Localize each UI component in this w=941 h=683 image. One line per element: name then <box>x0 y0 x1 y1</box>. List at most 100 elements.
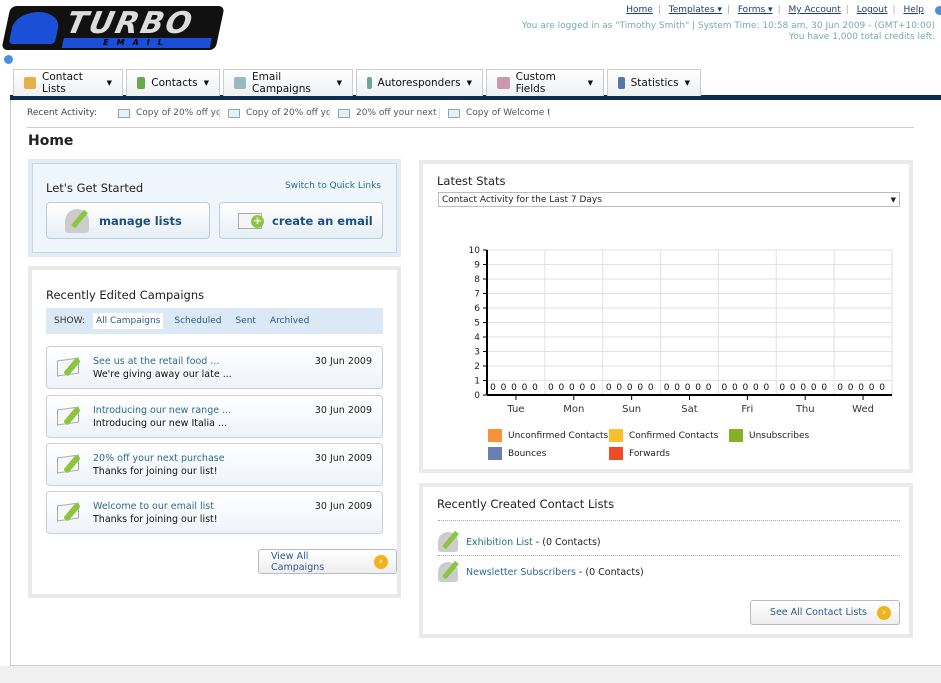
data-label: 0 <box>743 383 749 393</box>
contact-list-link[interactable]: Newsletter Subscribers <box>466 566 576 578</box>
data-label: 0 <box>790 383 796 393</box>
turbo-icon <box>8 12 62 44</box>
recent-activity-text: 20% off your next p <box>356 108 440 118</box>
contact-list-count: - (0 Contacts) <box>532 536 601 548</box>
create-email-button[interactable]: + create an email <box>219 202 383 239</box>
tab-email-campaigns[interactable]: Email Campaigns ▼ <box>223 69 353 96</box>
campaign-date: 30 Jun 2009 <box>314 501 372 512</box>
templates-link[interactable]: Templates ▾ <box>668 5 722 15</box>
campaign-summary: Thanks for joining our list! <box>93 514 218 525</box>
recent-activity-item[interactable]: Copy of 20% off yo <box>220 108 330 118</box>
campaign-item[interactable]: Welcome to our email list Thanks for join… <box>46 491 383 534</box>
tab-autoresponders[interactable]: Autoresponders ▼ <box>356 69 483 96</box>
x-tick-label: Fri <box>741 404 753 415</box>
recent-activity-item[interactable]: 20% off your next p <box>330 108 440 118</box>
chevron-down-icon: ▼ <box>336 79 342 87</box>
campaign-title[interactable]: Welcome to our email list <box>93 501 214 512</box>
contact-list-item: Newsletter Subscribers - (0 Contacts) <box>438 560 644 582</box>
campaigns-panel: Recently Edited Campaigns SHOW: All Camp… <box>28 266 401 598</box>
y-tick-label: 10 <box>469 246 481 256</box>
filter-all-campaigns[interactable]: All Campaigns <box>92 313 164 329</box>
legend-swatch <box>488 447 502 460</box>
credits-info: You have 1,000 total credits left. <box>788 32 935 42</box>
drag-handle-dot <box>4 55 13 64</box>
data-label: 0 <box>779 383 785 393</box>
data-label: 0 <box>837 383 843 393</box>
campaign-item[interactable]: 20% off your next purchase Thanks for joi… <box>46 443 383 486</box>
data-label: 0 <box>616 383 622 393</box>
recent-activity-item[interactable]: Copy of 20% off yo <box>110 108 220 118</box>
data-label: 0 <box>501 383 507 393</box>
data-label: 0 <box>695 383 701 393</box>
legend-label: Bounces <box>508 448 547 459</box>
contact-list-icon <box>438 530 459 552</box>
campaign-item[interactable]: See us at the retail food ... We're givin… <box>46 346 383 389</box>
data-label: 0 <box>606 383 612 393</box>
x-tick-label: Mon <box>563 404 584 415</box>
manage-lists-button[interactable]: manage lists <box>46 202 210 239</box>
envelope-icon <box>448 108 460 118</box>
stats-period-select[interactable]: Contact Activity for the Last 7 Days ▼ <box>438 192 900 207</box>
y-tick-label: 8 <box>474 275 480 285</box>
add-email-icon: + <box>238 212 264 229</box>
legend-swatch <box>609 447 623 460</box>
data-label: 0 <box>627 383 633 393</box>
data-label: 0 <box>858 383 864 393</box>
recent-activity: Recent Activity: Copy of 20% off yo Copy … <box>27 108 550 118</box>
campaign-title[interactable]: See us at the retail food ... <box>93 356 220 367</box>
campaign-summary: Thanks for joining our list! <box>93 466 218 477</box>
tab-statistics[interactable]: Statistics ▼ <box>607 69 701 96</box>
filter-archived[interactable]: Archived <box>269 316 310 326</box>
x-tick-label: Tue <box>506 404 524 415</box>
arrow-right-icon: › <box>877 605 891 620</box>
campaign-date: 30 Jun 2009 <box>314 453 372 464</box>
get-started-title: Let's Get Started <box>46 181 144 195</box>
drag-handle-dot <box>935 6 941 15</box>
tab-contact-lists[interactable]: Contact Lists ▼ <box>13 69 123 96</box>
y-tick-label: 3 <box>474 348 480 358</box>
help-link[interactable]: Help <box>903 5 924 15</box>
recent-activity-text: Copy of 20% off yo <box>136 108 220 118</box>
data-label: 0 <box>648 383 654 393</box>
campaigns-title: Recently Edited Campaigns <box>46 288 205 302</box>
view-all-campaigns-button[interactable]: View All Campaigns › <box>258 549 397 574</box>
data-label: 0 <box>811 383 817 393</box>
tab-contacts[interactable]: Contacts ▼ <box>126 69 220 96</box>
legend-label: Forwards <box>629 448 670 459</box>
manage-lists-label: manage lists <box>99 213 182 228</box>
stats-title: Latest Stats <box>437 174 506 188</box>
see-all-contact-lists-button[interactable]: See All Contact Lists › <box>750 600 900 625</box>
campaign-item[interactable]: Introducing our new range ... Introducing… <box>46 395 383 438</box>
legend-label: Confirmed Contacts <box>629 430 719 441</box>
recent-activity-item[interactable]: Copy of Welcome to <box>440 108 550 118</box>
data-label: 0 <box>821 383 827 393</box>
contact-list-count: - (0 Contacts) <box>575 566 644 578</box>
legend-item: Unconfirmed Contacts <box>488 429 608 442</box>
y-tick-label: 0 <box>474 391 480 401</box>
y-tick-label: 2 <box>474 362 480 372</box>
contact-lists-title: Recently Created Contact Lists <box>437 497 615 511</box>
data-label: 0 <box>764 383 770 393</box>
divider <box>27 127 914 128</box>
campaign-title[interactable]: Introducing our new range ... <box>93 405 232 416</box>
contact-list-icon <box>438 560 459 582</box>
switch-quick-links[interactable]: Switch to Quick Links <box>285 181 381 191</box>
autoresponder-icon <box>367 77 372 89</box>
contact-list-link[interactable]: Exhibition List <box>466 536 533 548</box>
data-label: 0 <box>511 383 517 393</box>
campaign-title[interactable]: 20% off your next purchase <box>93 453 225 464</box>
x-tick-label: Thu <box>795 404 815 415</box>
logout-link[interactable]: Logout <box>856 5 888 15</box>
home-link[interactable]: Home <box>626 5 653 15</box>
get-started-panel: Let's Get Started Switch to Quick Links … <box>28 159 401 257</box>
tab-label: Contacts <box>151 77 198 89</box>
logo-text: TURBO <box>63 6 197 41</box>
legend-swatch <box>488 429 502 442</box>
filter-scheduled[interactable]: Scheduled <box>174 316 222 326</box>
campaign-date: 30 Jun 2009 <box>314 405 372 416</box>
tab-custom-fields[interactable]: Custom Fields ▼ <box>486 69 604 96</box>
filter-sent[interactable]: Sent <box>235 316 256 326</box>
my-account-link[interactable]: My Account <box>788 5 841 15</box>
logo[interactable]: TURBO EMAIL <box>1 6 225 50</box>
forms-link[interactable]: Forms ▾ <box>737 5 773 15</box>
